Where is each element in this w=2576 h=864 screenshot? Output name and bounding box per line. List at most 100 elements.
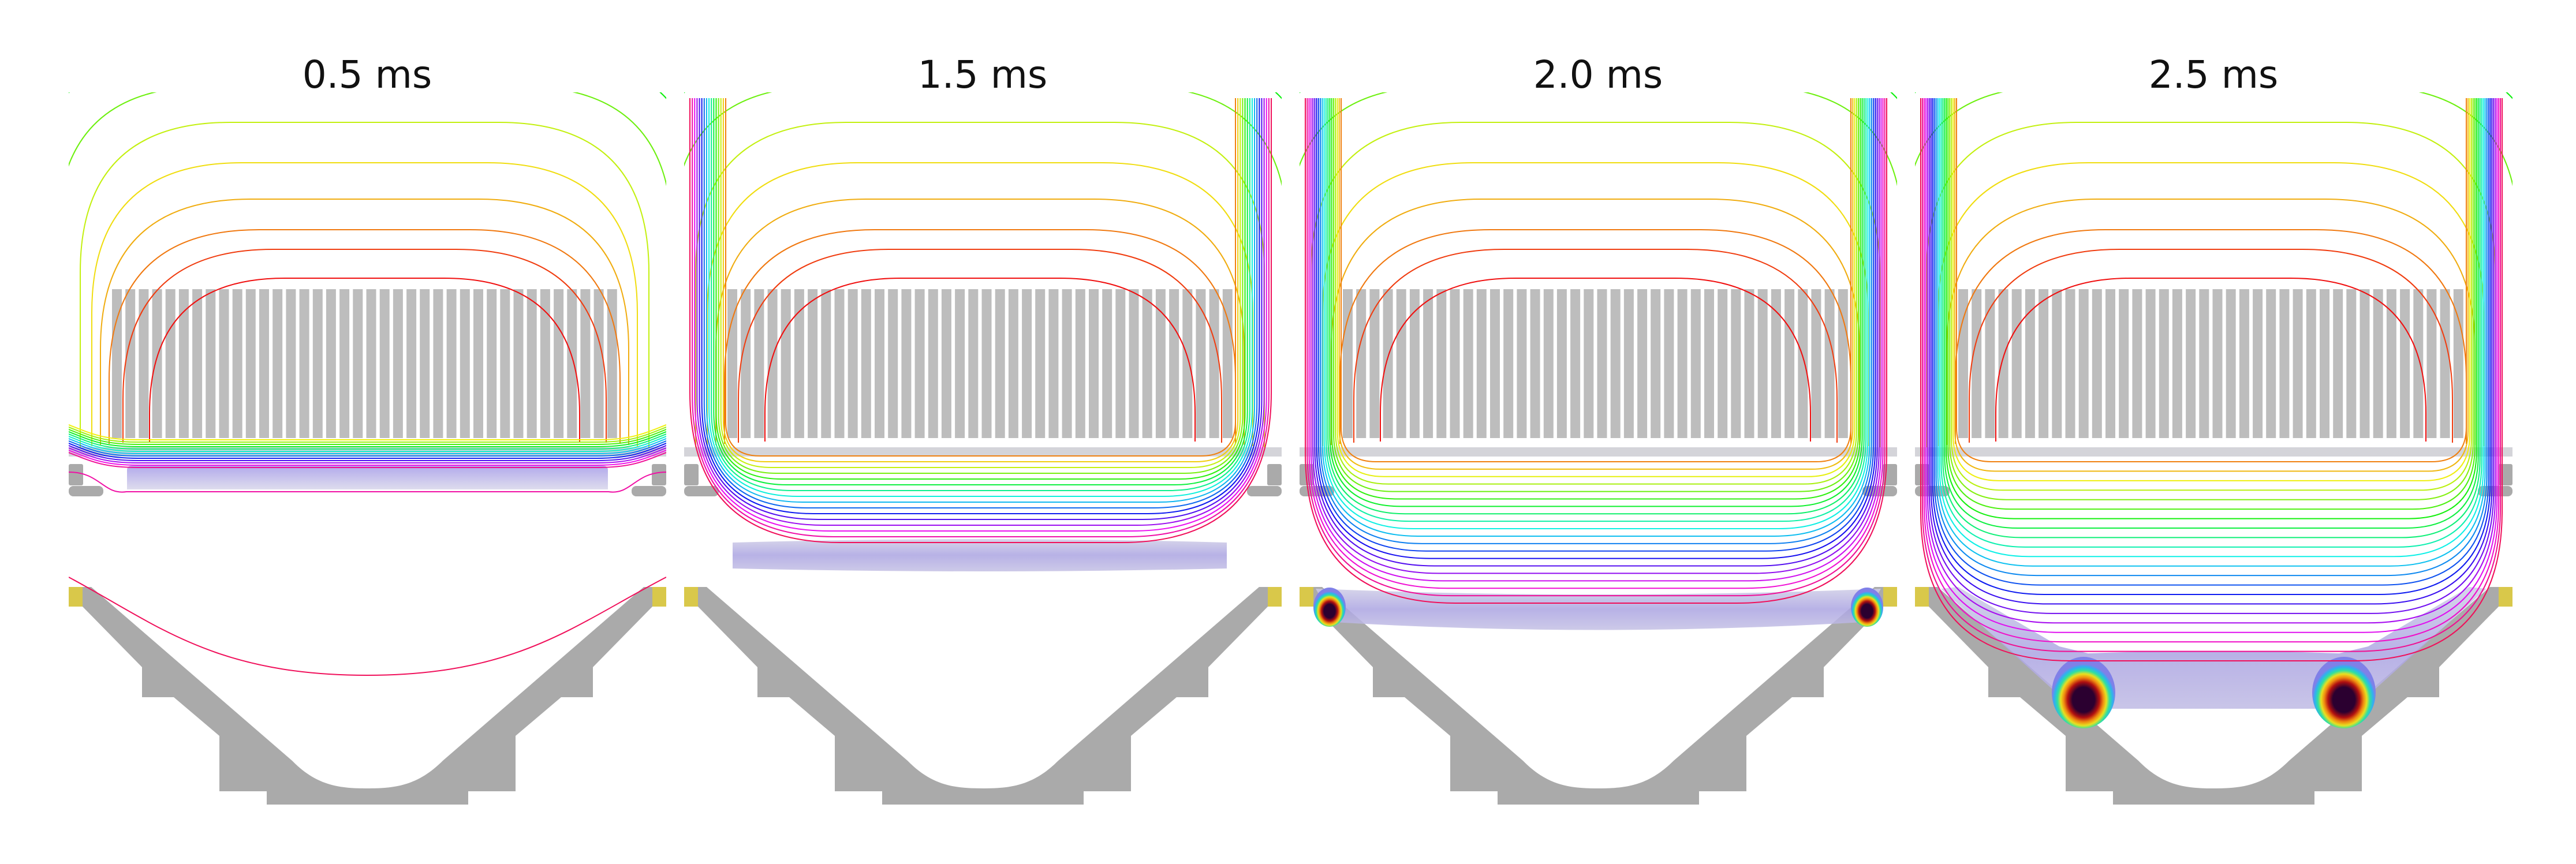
coil-bar [1597, 289, 1607, 438]
magnet-block-left [69, 587, 83, 607]
coil-bar [1490, 289, 1500, 438]
field-line-horizontal [69, 447, 666, 463]
coil-bar [2226, 289, 2236, 438]
coil-bar [1142, 289, 1152, 438]
field-line-arch [100, 199, 629, 445]
coil-bar [754, 289, 764, 438]
coil-bar [2025, 289, 2035, 438]
magnet-block-left [1915, 587, 1929, 607]
bracket-horizontal [1247, 486, 1282, 496]
coil-bar [1985, 289, 1995, 438]
field-line-lower [1946, 98, 2477, 519]
bracket-horizontal [69, 486, 103, 496]
field-line-arch [724, 229, 1236, 444]
coil-bar [941, 289, 951, 438]
coil-bar [1677, 289, 1688, 438]
coil-bar [1517, 289, 1527, 438]
coil-bar [2293, 289, 2303, 438]
coil-bar [2426, 289, 2437, 438]
coil-bar [272, 289, 283, 438]
field-line-arch [1946, 199, 2476, 445]
coil-bar [2453, 289, 2463, 438]
field-line-arch [69, 92, 666, 186]
coil-bar [1423, 289, 1433, 438]
coil-bar [1089, 289, 1099, 438]
coil-bar [1718, 289, 1728, 438]
field-line-lower [1305, 98, 1887, 604]
coil-bar [981, 289, 992, 438]
coil-bar [299, 289, 309, 438]
field-line-lower [692, 98, 1270, 537]
field-line-lower [1921, 98, 2502, 652]
coil-bar [339, 289, 350, 438]
coil-bar [1664, 289, 1674, 438]
field-line-lower [1935, 98, 2488, 577]
field-line-arch [1353, 249, 1838, 443]
workpiece-sheet [127, 466, 608, 489]
coil [1958, 289, 2463, 438]
field-line-lower [1949, 98, 2474, 500]
coil-bar [487, 289, 497, 438]
hotspot-right [1851, 588, 1883, 627]
coil-bar [513, 289, 524, 438]
coil [727, 289, 1233, 438]
bracket-vertical [69, 464, 83, 485]
coil-bar [1543, 289, 1554, 438]
field-line-lower [725, 98, 1236, 457]
coil-bar [1476, 289, 1487, 438]
coil-bar [1757, 289, 1768, 438]
coil-bar [593, 289, 604, 438]
field-line-lower [1933, 98, 2489, 586]
field-line-horizontal [69, 437, 666, 454]
coil-bar [607, 289, 617, 438]
coil-bar [2052, 289, 2062, 438]
field-line-arch [738, 249, 1222, 443]
coil-bar [2320, 289, 2329, 438]
field-line-horizontal [69, 431, 666, 447]
coil-bar [1998, 289, 2008, 438]
bracket-vertical [684, 464, 699, 485]
field-lines [1300, 92, 1897, 604]
field-line-lower [694, 98, 1267, 532]
workpiece-sheet [1316, 589, 1881, 630]
coil-bar [1784, 289, 1795, 438]
coil-bar [1169, 289, 1179, 438]
field-line-horizontal [69, 442, 666, 459]
field-lines [684, 92, 1282, 543]
field-line-lower [1341, 98, 1851, 462]
field-line-horizontal [69, 426, 666, 443]
plate [1915, 447, 2512, 457]
plate [684, 447, 1282, 457]
field-line-arch [715, 199, 1245, 445]
coil-bar [928, 289, 938, 438]
die-structure [83, 587, 652, 805]
magnet-block-right [1268, 587, 1282, 607]
coil-bar [1409, 289, 1420, 438]
magnet-block-right [2499, 587, 2512, 607]
coil-bar [2306, 289, 2316, 438]
coil-bar [2440, 289, 2450, 438]
panel-title-3: 2.5 ms [2149, 53, 2279, 97]
coil-bar [353, 289, 363, 438]
field-line-lower [711, 98, 1250, 491]
coil-bar [178, 289, 189, 438]
coil-bar [1972, 289, 1982, 438]
field-line-lower [1920, 98, 2503, 661]
field-line-lower [1923, 98, 2500, 643]
coil-bar [406, 289, 417, 438]
field-line-lower [1928, 98, 2495, 614]
coil-bar [527, 289, 537, 438]
field-line-horizontal [69, 433, 666, 450]
coil-bar [2132, 289, 2142, 438]
field-line-lower [689, 98, 1272, 543]
field-line-arch [1331, 199, 1860, 445]
coil-bar [1824, 289, 1835, 438]
field-line-lower [708, 98, 1253, 497]
coil-bar [1637, 289, 1648, 438]
die-structure [1313, 587, 1883, 805]
coil-bar [540, 289, 550, 438]
coil-bar [1556, 289, 1567, 438]
magnet-block-left [1300, 587, 1313, 607]
coil-bar [1369, 289, 1380, 438]
